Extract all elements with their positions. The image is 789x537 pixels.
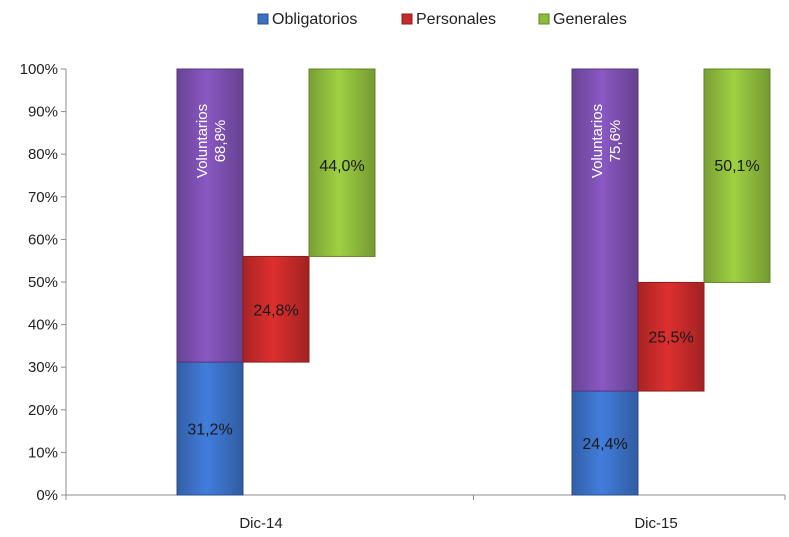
legend-swatch-obligatorios [257, 13, 269, 25]
y-tick-label: 30% [28, 359, 58, 376]
personales-bar [637, 281, 705, 392]
y-tick-label: 70% [28, 189, 58, 206]
legend-label-obligatorios: Obligatorios [272, 11, 357, 28]
obligatorios-bar [571, 390, 639, 496]
personales-bar [242, 255, 310, 363]
legend-label-personales: Personales [416, 11, 496, 28]
y-tick-label: 40% [28, 317, 58, 334]
y-tick-label: 50% [28, 274, 58, 291]
voluntarios-data-label: 75,6% [607, 120, 624, 163]
voluntarios-data-label: 68,8% [212, 120, 229, 163]
personales-data-label: 24,8% [253, 302, 298, 319]
y-tick-label: 100% [20, 61, 58, 78]
y-tick-label: 0% [36, 487, 58, 504]
legend-swatch-personales [401, 13, 413, 25]
generales-bar [308, 68, 376, 257]
legend-label-generales: Generales [553, 11, 627, 28]
y-tick-label: 10% [28, 444, 58, 461]
voluntarios-word-label: Voluntarios [194, 104, 211, 178]
legend-swatch-generales [538, 13, 550, 25]
y-tick-label: 20% [28, 402, 58, 419]
y-tick-label: 90% [28, 104, 58, 121]
y-tick-label: 60% [28, 231, 58, 248]
x-category-label: Dic-14 [239, 515, 282, 532]
generales-data-label: 50,1% [714, 158, 759, 175]
generales-bar [703, 68, 771, 283]
generales-data-label: 44,0% [319, 158, 364, 175]
personales-data-label: 25,5% [648, 330, 693, 347]
x-category-label: Dic-15 [634, 515, 677, 532]
voluntarios-word-label: Voluntarios [589, 104, 606, 178]
voluntarios-bar [571, 68, 639, 392]
obligatorios-data-label: 31,2% [187, 422, 232, 439]
obligatorios-bar [176, 361, 244, 496]
voluntarios-bar [176, 68, 244, 363]
y-tick-label: 80% [28, 146, 58, 163]
obligatorios-data-label: 24,4% [582, 436, 627, 453]
